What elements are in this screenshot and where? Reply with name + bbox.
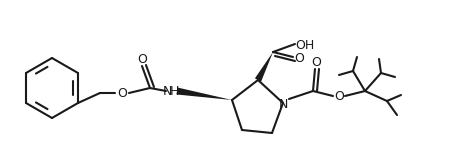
Text: O: O xyxy=(137,52,147,66)
Polygon shape xyxy=(254,52,273,82)
Text: OH: OH xyxy=(295,39,314,51)
Polygon shape xyxy=(176,87,232,100)
Text: N: N xyxy=(278,97,287,111)
Text: O: O xyxy=(334,89,343,102)
Text: O: O xyxy=(310,55,320,69)
Text: O: O xyxy=(117,86,126,99)
Text: O: O xyxy=(293,51,303,65)
Text: H: H xyxy=(169,84,178,97)
Text: N: N xyxy=(162,84,171,97)
